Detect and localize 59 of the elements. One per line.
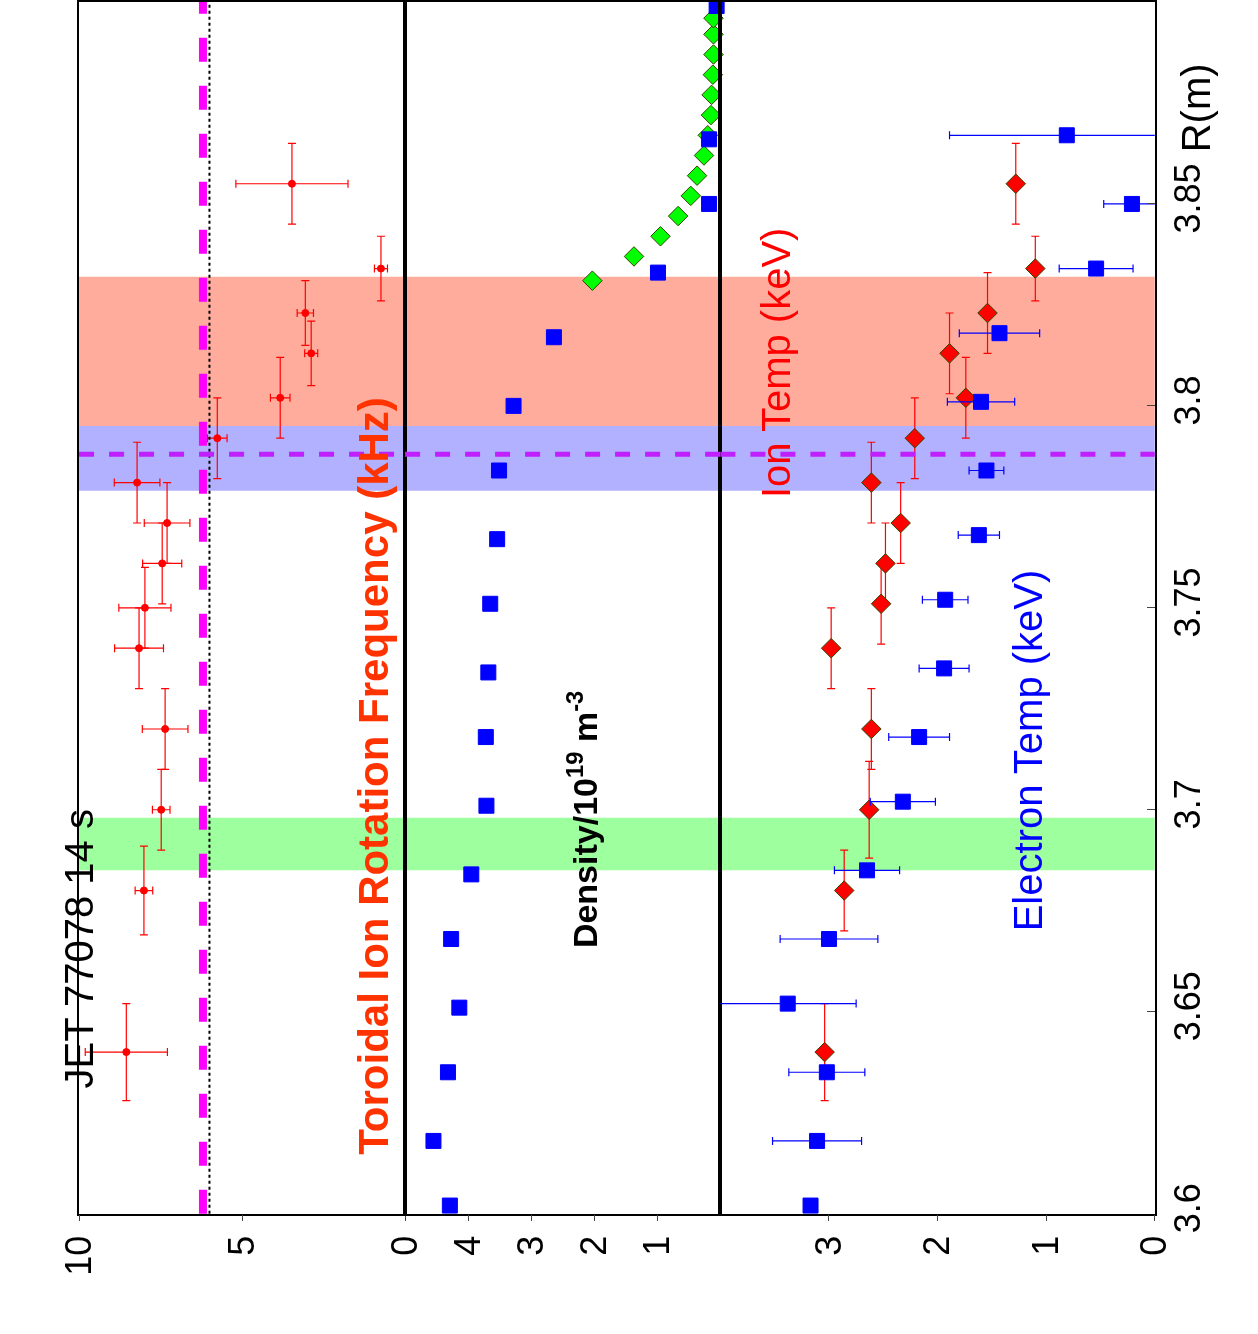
point [477,729,494,746]
x-tick-label: 3 [807,1235,849,1256]
y-tick-label: 3.65 [1166,971,1208,1042]
y-tick-label: 3.6 [1166,1183,1208,1234]
x-tick-label: 0 [383,1235,425,1256]
point [650,226,671,247]
point [122,1048,131,1057]
point [478,797,495,814]
point [582,270,603,291]
point [157,805,166,814]
point [301,308,310,317]
point [139,886,148,895]
y-tick-label: 3.85 [1166,163,1208,234]
x-tick-label: 2 [916,1235,958,1256]
point [693,145,715,166]
text: Ion Temp (keV) [754,227,798,499]
point [649,264,666,281]
point [491,462,508,479]
y-tick-label: 3.75 [1166,567,1208,638]
point [135,644,144,653]
annotation: Toroidal Ion Rotation Frequency (kHz) [349,397,397,1155]
point [480,664,497,681]
point [158,559,167,568]
y-axis-title: R(m) [1174,63,1219,153]
x-tick-label: 5 [220,1235,262,1256]
point [686,165,708,186]
x-tick-label: 0 [1133,1235,1175,1256]
x-tick-label: 10 [57,1235,99,1276]
point [443,931,460,947]
point [482,595,499,612]
text: Electron Temp (keV) [1006,569,1051,932]
point [505,397,522,414]
point [680,185,702,207]
point [287,179,296,188]
point [213,434,222,443]
point [701,131,718,148]
x-tick-label: 3 [509,1235,551,1256]
point [425,1132,442,1149]
point [140,603,149,612]
x-tick-label: 2 [572,1235,614,1256]
y-tick-label: 3.8 [1166,375,1208,426]
x-tick-label: 1 [636,1235,678,1256]
point [701,195,718,212]
y-tick-label: 3.7 [1166,779,1208,830]
x-tick-label: 4 [446,1235,488,1256]
point [623,246,645,267]
point [276,393,285,402]
point [163,519,172,527]
point [161,724,170,733]
point [439,1064,456,1081]
point [667,205,689,227]
point [463,866,480,883]
point [489,531,506,548]
point [702,64,724,85]
point [133,478,142,487]
point [441,1197,458,1214]
point [451,999,468,1016]
x-tick-label: 1 [1024,1235,1066,1256]
point [545,329,562,346]
